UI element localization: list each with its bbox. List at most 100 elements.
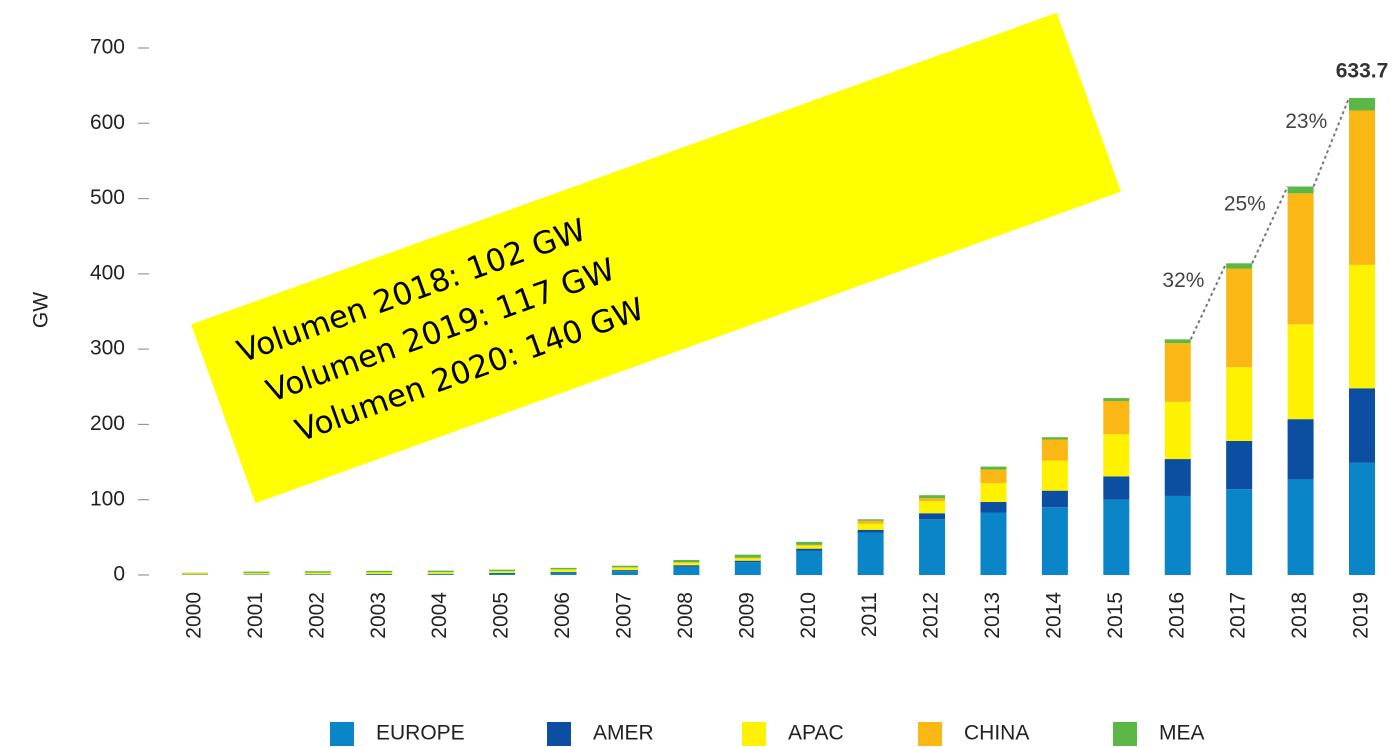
bar-segment [857,520,884,524]
x-tick-label: 2000 [183,592,206,639]
x-tick-label: 2001 [244,592,267,639]
bar-segment [611,567,638,568]
bar-segment [1287,193,1314,325]
bar-segment [673,562,700,566]
bar-segment [734,557,761,559]
bar-segment [1164,495,1191,575]
growth-connector [1312,97,1350,187]
bar-segment [243,573,270,575]
bar-segment [427,574,454,575]
bar-segment [366,572,393,575]
bar-segment [1287,186,1314,194]
x-tick-label: 2009 [735,592,758,639]
bar-segment [1164,459,1191,496]
x-tick-label: 2011 [858,592,881,637]
bar-segment [1103,401,1130,435]
y-tick-label: 500 [90,186,125,209]
x-tick-label: 2007 [612,592,635,639]
bar-segment [1349,97,1375,111]
bar-segment [734,558,761,561]
y-axis-label: GW [30,292,53,328]
legend-swatch [330,722,354,746]
growth-label: 25% [1224,192,1266,215]
bar-segment [1226,263,1253,269]
y-tick-label: 600 [90,111,125,134]
x-tick-label: 2004 [428,592,451,639]
bar-segment [611,571,638,575]
x-tick-label: 2005 [490,592,513,639]
x-tick-label: 2010 [797,592,820,639]
x-tick-label: 2002 [305,592,328,639]
bar-segment [611,567,638,571]
bar-segment [1164,401,1191,460]
x-tick-label: 2013 [981,592,1004,639]
bar-segment [796,550,823,575]
bar-segment [980,483,1007,502]
bar-segment [919,519,946,575]
bar-segment [1164,343,1191,402]
bar-segment [919,501,946,514]
bar-segment [182,572,208,574]
bar-segment [489,572,516,574]
bar-segment [550,572,577,575]
bar-segment [673,565,700,567]
bar-segment [611,565,638,568]
bar-segment [1041,439,1068,461]
bar-segment [1287,324,1314,420]
x-tick-label: 2018 [1288,592,1311,639]
bar-segment [1103,499,1130,575]
bar-segment [857,529,884,533]
bar-segment [1287,419,1314,480]
bar-segment [1287,479,1314,575]
y-tick-label: 400 [90,261,125,284]
bar-segment [611,570,638,572]
bar-segment [1226,367,1253,441]
bar-segment [366,570,393,573]
legend-label: EUROPE [376,722,465,745]
bar-segment [1103,398,1130,402]
bar-segment [427,572,454,574]
bar-segment [857,532,884,575]
bar-segment [919,498,946,502]
y-tick-label: 300 [90,337,125,360]
growth-connector [1251,186,1289,264]
bar-segment [980,466,1007,470]
bar-segment [243,571,270,573]
x-tick-label: 2014 [1042,592,1065,639]
bar-segment [550,571,577,573]
bar-segment [796,544,823,546]
y-tick-label: 100 [90,487,125,510]
legend-swatch [547,722,571,746]
bar-segment [1226,489,1253,575]
bar-segment [550,567,577,570]
y-tick-label: 700 [90,36,125,59]
bar-segment [796,548,823,551]
bar-segment [734,560,761,563]
bar-segment [304,572,331,575]
bar-segment [980,469,1007,484]
x-tick-label: 2003 [367,592,390,639]
bar-segment [1041,507,1068,575]
bar-segment [1226,440,1253,490]
legend-swatch [742,722,766,746]
legend-label: AMER [593,722,654,745]
bar-segment [1164,339,1191,344]
bar-segment [1349,264,1375,389]
note-background [191,12,1121,504]
x-tick-label: 2016 [1165,592,1188,639]
legend-label: CHINA [964,722,1029,745]
bar-segment [1041,437,1068,440]
bar-segment [489,569,516,572]
bar-segment [1103,476,1130,500]
bar-segment [980,501,1007,513]
bar-segment [857,519,884,521]
y-tick-label: 200 [90,412,125,435]
x-tick-label: 2008 [674,592,697,639]
bar-segment [1349,388,1375,463]
bar-segment [1041,490,1068,508]
bar-segment [673,559,700,563]
bar-segment [673,562,700,563]
